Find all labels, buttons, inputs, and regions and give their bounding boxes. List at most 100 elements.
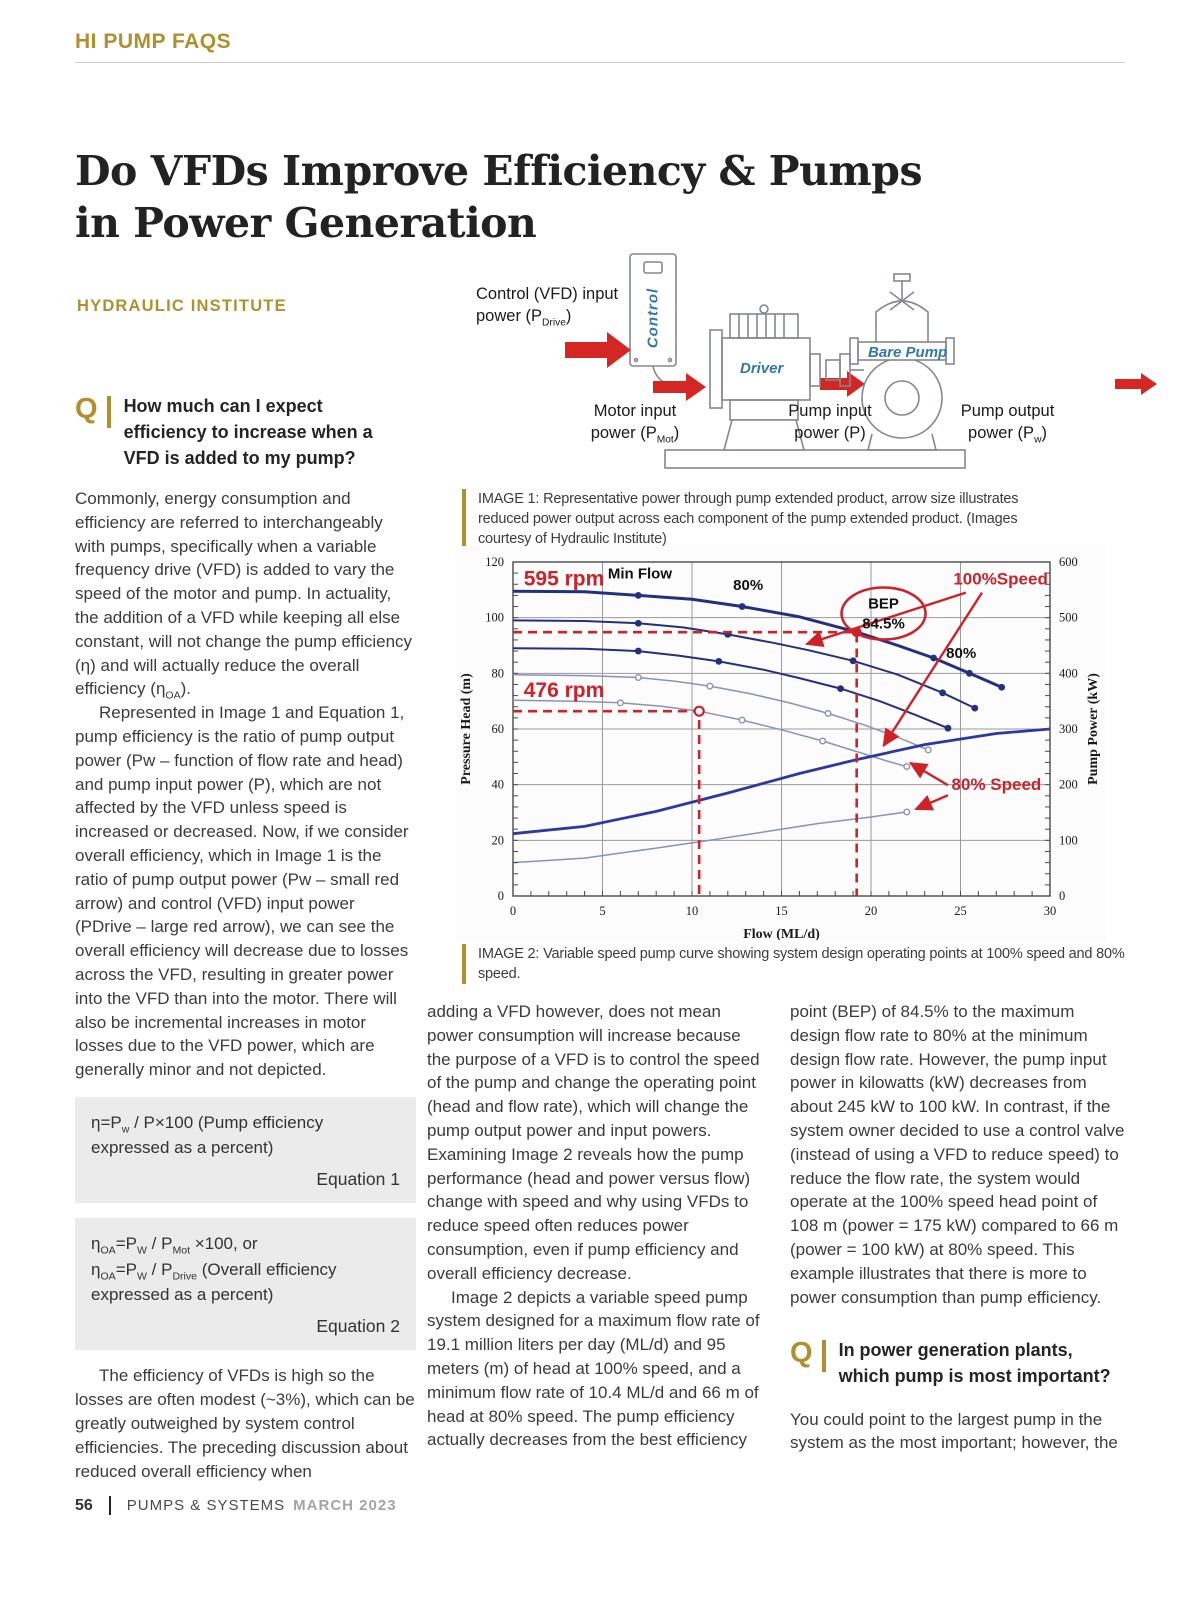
annotation-80pct-speed-label: 80% Speed xyxy=(952,775,1042,794)
motor-endcap xyxy=(709,329,723,409)
y-left-tick-label: 100 xyxy=(485,611,504,625)
bep-value: 84.5% xyxy=(862,615,905,632)
y-left-tick-label: 40 xyxy=(492,778,505,792)
page-title-line1: Do VFDs Improve Efficiency & Pumps xyxy=(75,147,923,195)
x-tick-label: 20 xyxy=(865,904,878,918)
y-right-tick-label: 100 xyxy=(1059,833,1078,847)
marker-head-100pct-595rpm xyxy=(634,592,642,599)
pump-curve-chart: BEP 84.5% 595 rpm Min Flow 80% 476 rpm 100%Spe… xyxy=(459,555,1101,942)
marker-head-90pct xyxy=(837,685,844,693)
marker-head-85pct xyxy=(634,674,642,682)
design-guides-100pct-speed xyxy=(513,630,858,896)
series-power-100pct xyxy=(512,727,1051,836)
design-guides-80pct-speed xyxy=(513,709,701,896)
design-point-80pct-speed xyxy=(693,705,705,717)
pump-input-label: Pump input power (P) xyxy=(770,400,890,445)
annotation-arrow-2 xyxy=(908,761,949,787)
x-tick-label: 5 xyxy=(599,904,605,918)
control-input-label-line2: power (PDrive) xyxy=(476,307,572,329)
image1-caption: IMAGE 1: Representative power through pu… xyxy=(462,489,1072,549)
equation-2-line2: ηOA=PW / PDrive (Overall efficiency expr… xyxy=(91,1259,337,1305)
x-axis-title: Flow (ML/d) xyxy=(743,927,820,940)
motor-input-arrow xyxy=(653,373,706,401)
annotation-80pct-right: 80% xyxy=(946,645,976,662)
page-number: 56 xyxy=(75,1496,93,1514)
paragraph: point (BEP) of 84.5% to the maximum desi… xyxy=(790,1002,1125,1307)
control-input-label-line1: Control (VFD) input xyxy=(476,285,619,303)
series-head-100pct-595rpm xyxy=(512,589,1003,689)
lift-lug xyxy=(759,304,769,314)
marker-head-100pct-595rpm xyxy=(930,654,938,662)
y-right-axis-title: Pump Power (kW) xyxy=(1086,673,1101,785)
series-head-95pct xyxy=(512,619,976,710)
image2-caption: IMAGE 2: Variable speed pump curve showi… xyxy=(462,944,1142,984)
marker-head-95pct xyxy=(971,704,979,712)
marker-head-95pct xyxy=(634,619,642,627)
y-right-tick-label: 400 xyxy=(1059,666,1078,680)
y-left-tick-label: 60 xyxy=(492,722,505,736)
header-rule xyxy=(75,62,1125,63)
pump-input-label-line1: Pump input xyxy=(788,402,872,420)
paragraph: Represented in Image 1 and Equation 1, p… xyxy=(75,703,409,1080)
equation-1-body: η=Pw / P×100 (Pump efficiency expressed … xyxy=(91,1112,324,1158)
annotation-80pct-top: 80% xyxy=(733,577,763,594)
annotation-min-flow: Min Flow xyxy=(608,566,672,583)
y-left-tick-label: 20 xyxy=(492,833,505,847)
issue-date: MARCH 2023 xyxy=(293,1497,397,1514)
pump-foot xyxy=(866,433,938,451)
marker-head-100pct-595rpm xyxy=(966,669,973,677)
valve-cross xyxy=(889,291,915,311)
marker-power-80pct xyxy=(903,808,911,816)
fin-lines xyxy=(738,314,785,338)
marker-head-80pct-476rpm xyxy=(616,699,624,707)
motor-pedestal xyxy=(722,419,806,451)
driver-label: Driver xyxy=(740,360,784,377)
pump-output-arrow xyxy=(1115,373,1157,395)
byline: HYDRAULIC INSTITUTE xyxy=(77,297,287,315)
x-tick-label: 0 xyxy=(510,904,516,918)
paragraph: You could point to the largest pump in t… xyxy=(790,1409,1118,1453)
pump-input-label-line2: power (P) xyxy=(794,424,866,443)
image1-figure: Control (VFD) input power (PDrive) Motor… xyxy=(470,250,1170,488)
motor-top-fins xyxy=(729,313,799,339)
y-right-tick-label: 0 xyxy=(1059,889,1065,903)
annotation-595rpm: 595 rpm xyxy=(524,568,605,591)
caption-accent-bar xyxy=(462,489,466,549)
pump-output-label: Pump output power (Pw) xyxy=(940,400,1075,445)
series-head-85pct xyxy=(512,673,929,751)
x-tick-label: 30 xyxy=(1044,904,1057,918)
motor-input-label-line1: Motor input xyxy=(593,402,677,420)
x-tick-label: 15 xyxy=(775,904,788,918)
y-left-axis-title: Pressure Head (m) xyxy=(459,673,474,785)
marker-head-95pct xyxy=(939,689,946,697)
annotation-100pct-speed-label: 100%Speed xyxy=(953,569,1048,588)
bep-label: BEP xyxy=(868,595,899,612)
annotation-arrow-0 xyxy=(804,591,967,648)
paragraph: Image 2 depicts a variable speed pump sy… xyxy=(427,1287,760,1450)
marker-head-80pct-476rpm xyxy=(903,763,911,771)
y-right-tick-label: 500 xyxy=(1059,611,1078,625)
y-left-tick-label: 80 xyxy=(492,666,505,680)
motor-input-label: Motor input power (PMot) xyxy=(565,400,705,445)
bolt-dot xyxy=(633,357,639,363)
marker-head-85pct xyxy=(824,709,832,717)
page-title: Do VFDs Improve Efficiency & Pumps in Po… xyxy=(75,146,975,249)
motor-input-label-line2: power (PMot) xyxy=(590,424,680,446)
q2-divider xyxy=(821,1340,826,1373)
q1-marker: Q xyxy=(75,393,98,425)
image1-caption-text: IMAGE 1: Representative power through pu… xyxy=(478,491,1019,547)
x-tick-label: 10 xyxy=(686,904,699,918)
marker-head-90pct xyxy=(944,724,952,732)
paragraph: Commonly, energy consumption and efficie… xyxy=(75,489,413,702)
y-left-tick-label: 0 xyxy=(498,889,504,903)
equation-2-line1: ηOA=PW / PMot ×100, or xyxy=(91,1234,258,1257)
marker-head-85pct xyxy=(706,682,714,690)
image2-figure: BEP 84.5% 595 rpm Min Flow 80% 476 rpm 100%Spe… xyxy=(456,546,1106,942)
y-right-tick-label: 200 xyxy=(1059,778,1078,792)
paragraph: adding a VFD however, does not mean powe… xyxy=(427,1002,760,1283)
paragraph: The efficiency of VFDs is high so the lo… xyxy=(75,1366,415,1481)
marker-head-80pct-476rpm xyxy=(819,737,827,745)
marker-head-90pct xyxy=(715,657,723,665)
pump-output-label-line1: Pump output xyxy=(960,402,1055,420)
baseplate xyxy=(664,449,966,469)
